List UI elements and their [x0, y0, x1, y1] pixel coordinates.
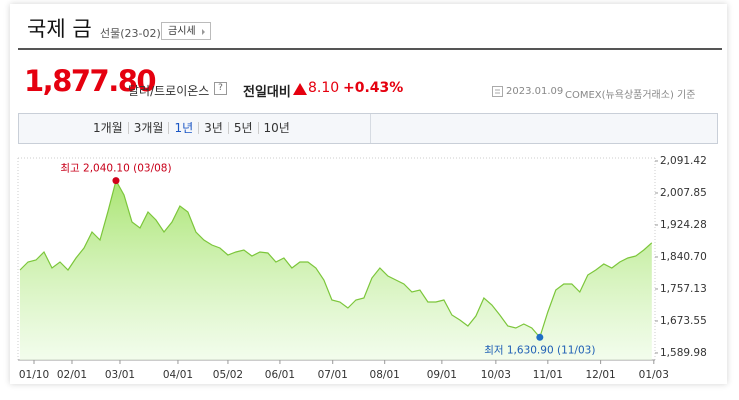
area	[19, 180, 652, 360]
x-tick-label: 02/01	[57, 369, 87, 381]
y-tick-label: 1,840.70	[660, 251, 707, 263]
x-tick-label: 11/01	[533, 369, 563, 381]
line	[19, 178, 653, 339]
tab-bar	[18, 113, 718, 144]
change-percent: +0.43%	[343, 80, 404, 96]
high-point	[112, 177, 120, 185]
tab[interactable]: 5년	[227, 122, 258, 134]
x-tick-label: 12/01	[585, 369, 615, 381]
high-label: 최고 2,040.10 (03/08)	[60, 163, 171, 175]
unit: 달러/트로이온스	[128, 84, 210, 98]
y-tick-label: 1,589.98	[660, 347, 707, 359]
date: 2023.01.09	[506, 86, 564, 97]
x-tick-label: 08/01	[370, 369, 400, 381]
low-point	[536, 333, 544, 341]
x-tick-label: 10/03	[481, 369, 511, 381]
x-tick-label: 03/01	[105, 369, 135, 381]
change-label: 전일대비	[243, 85, 291, 100]
tab[interactable]: 3년	[198, 122, 228, 134]
change: 8.10	[308, 80, 340, 96]
x-tick-label: 01/03	[639, 369, 669, 381]
tabs: 1개월 3개월 1년 3년 5년 10년	[88, 122, 295, 134]
x-tick-label: 04/01	[163, 369, 193, 381]
tab[interactable]: 1년	[168, 122, 198, 134]
y-tick-label: 2,091.42	[660, 155, 707, 167]
low-label: 최저 1,630.90 (11/03)	[484, 344, 595, 356]
tab[interactable]: 1개월	[93, 121, 123, 135]
title: 국제 금	[27, 17, 92, 41]
header-rule	[18, 48, 722, 50]
x-tick-label: 01/10	[19, 369, 49, 381]
y-tick-label: 1,924.28	[660, 219, 707, 231]
up-triangle	[293, 83, 307, 95]
y-tick-label: 2,007.85	[660, 187, 707, 199]
tab-separator	[370, 114, 371, 143]
y-tick-label: 1,757.13	[660, 283, 707, 295]
source: COMEX(뉴욕상품거래소) 기준	[565, 90, 696, 101]
x-tick-label: 05/02	[213, 369, 243, 381]
x-tick-label: 09/01	[427, 369, 457, 381]
y-tick-label: 1,673.55	[660, 315, 707, 327]
tab[interactable]: 10년	[257, 122, 295, 134]
help-icon[interactable]: ?	[214, 82, 227, 95]
subtitle: 선물(23-02)	[100, 27, 161, 40]
x-tick-label: 06/01	[265, 369, 295, 381]
gold-price-button[interactable]: 금시세	[161, 22, 211, 40]
price: 1,877.80	[24, 64, 157, 98]
x-tick-label: 07/01	[318, 369, 348, 381]
clock-icon	[492, 86, 503, 97]
tab[interactable]: 3개월	[127, 122, 169, 134]
